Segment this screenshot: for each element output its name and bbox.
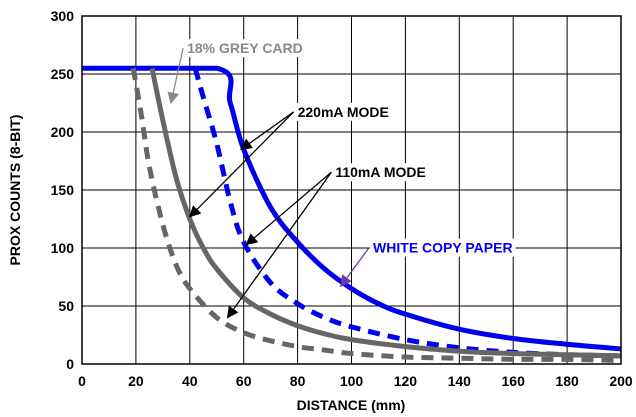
x-tick-label: 40 xyxy=(182,373,198,389)
annotation-label-background xyxy=(332,163,429,182)
annotations: 18% GREY CARD 220mA MODE 110mA MODE WHITE C… xyxy=(167,39,516,319)
annotation-label-background xyxy=(294,102,392,121)
x-tick-label: 80 xyxy=(290,373,306,389)
annotation-label: WHITE COPY PAPER xyxy=(373,240,513,256)
x-tick-label: 0 xyxy=(78,373,86,389)
series-3-line xyxy=(130,67,621,364)
annotation-arrow xyxy=(240,111,294,151)
annotation-arrow xyxy=(340,247,370,288)
annotation-arrow xyxy=(188,111,295,218)
x-tick-label: 120 xyxy=(394,373,418,389)
y-tick-label: 50 xyxy=(58,298,74,314)
x-tick-label: 100 xyxy=(340,373,364,389)
plot-frame xyxy=(81,15,622,365)
y-tick-label: 100 xyxy=(51,240,75,256)
x-tick-label: 140 xyxy=(448,373,472,389)
tick-labels: 0 20 40 60 80 100 120 140 160 180 200 0 50 100 150 200 2… xyxy=(51,8,633,389)
x-axis-title: DISTANCE (mm) xyxy=(297,397,406,413)
y-tick-label: 150 xyxy=(51,182,75,198)
annotation-label: 18% GREY CARD xyxy=(187,40,303,56)
y-tick-label: 250 xyxy=(51,66,75,82)
annotation-label-background xyxy=(370,238,516,257)
annotation-arrow xyxy=(167,47,184,105)
y-axis-title: PROX COUNTS (8-BIT) xyxy=(7,115,23,266)
x-tick-label: 20 xyxy=(128,373,144,389)
annotation-arrow xyxy=(245,171,332,246)
annotation-label: 220mA MODE xyxy=(298,104,389,120)
x-tick-label: 180 xyxy=(555,373,579,389)
y-tick-label: 300 xyxy=(51,8,75,24)
annotation-label: 110mA MODE xyxy=(335,164,426,180)
x-tick-label: 200 xyxy=(609,373,633,389)
y-tick-label: 200 xyxy=(51,124,75,140)
x-tick-label: 160 xyxy=(502,373,526,389)
y-tick-label: 0 xyxy=(66,356,74,372)
series-2-line xyxy=(149,67,621,359)
annotation-arrow xyxy=(226,171,332,319)
x-tick-label: 60 xyxy=(236,373,252,389)
annotation-label-background xyxy=(184,39,306,58)
